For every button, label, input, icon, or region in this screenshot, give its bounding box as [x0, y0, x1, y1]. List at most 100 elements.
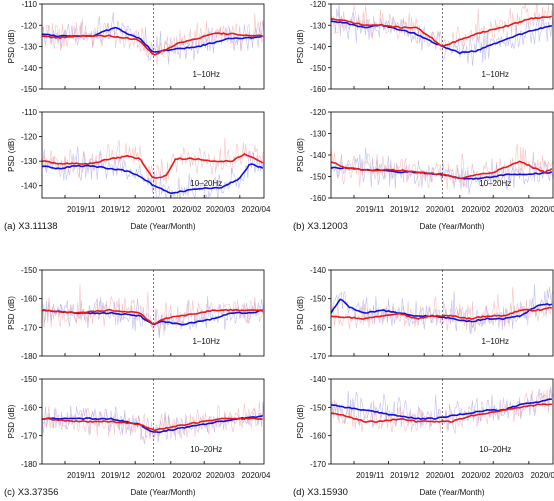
y-tick-label: -160	[310, 432, 327, 441]
y-tick-label: -160	[310, 323, 327, 332]
y-tick-label: -150	[310, 173, 327, 182]
panel-label: (a) X3.11138	[4, 221, 58, 232]
series-line-blue	[42, 163, 264, 195]
y-tick-label: -170	[21, 323, 38, 332]
y-tick-label: -150	[310, 403, 327, 412]
x-tick-label: 2019/12	[390, 471, 419, 480]
x-tick-label: 2019/11	[67, 205, 96, 214]
x-tick-label: 2020/02	[172, 205, 201, 214]
band-label: 10–20Hz	[479, 445, 511, 454]
x-tick-label: 2020/01	[137, 471, 166, 480]
y-axis-title: PSD (dB)	[296, 138, 305, 172]
plot-frame	[330, 269, 554, 357]
subplot-high-band: -180 -170 -160 -150 PSD (dB) 10–20Hz	[7, 375, 265, 469]
y-axis-title: PSD (dB)	[296, 404, 305, 438]
y-tick-label: -180	[21, 352, 38, 361]
chart-panel-1: -150 -140 -130 -120 -110 PSD (dB) 1–10Hz -140 -1…	[4, 0, 271, 232]
x-tick-label: 2020/03	[495, 471, 524, 480]
plot-frame	[41, 378, 265, 465]
noise-trace-blue	[42, 145, 264, 198]
x-axis-title: Date (Year/Month)	[419, 488, 484, 497]
y-tick-label: -150	[21, 85, 38, 94]
y-tick-label: -140	[310, 266, 327, 275]
plot-frame	[330, 378, 554, 465]
series-line-red	[42, 153, 264, 179]
subplot-low-band: -170 -160 -150 -140 PSD (dB) 1–10Hz	[296, 266, 554, 361]
band-label: 10–20Hz	[190, 179, 222, 188]
series-line-red	[42, 308, 263, 325]
series-line-red	[42, 417, 263, 432]
x-tick-label: 2020/01	[137, 205, 166, 214]
noise-trace-red	[331, 4, 553, 51]
x-tick-label: 2019/11	[67, 471, 96, 480]
x-tick-label: 2019/12	[390, 205, 419, 214]
x-tick-label: 2019/12	[101, 205, 130, 214]
x-tick-label: 2020/01	[426, 205, 455, 214]
y-tick-label: -120	[21, 21, 38, 30]
band-label: 1–10Hz	[481, 70, 509, 79]
y-axis-title: PSD (dB)	[296, 29, 305, 63]
y-axis-title: PSD (dB)	[296, 296, 305, 330]
x-tick-label: 2020/03	[206, 205, 235, 214]
band-label: 10–20Hz	[190, 445, 222, 454]
subplot-low-band: -180 -170 -160 -150 PSD (dB) 1–10Hz	[7, 266, 265, 361]
subplot-high-band: -170 -160 -150 -140 PSD (dB) 10–20Hz	[296, 375, 554, 469]
y-tick-label: -130	[310, 130, 327, 139]
noise-trace-blue	[331, 284, 553, 335]
panel-label: (b) X3.12003	[293, 221, 348, 232]
y-tick-label: -150	[21, 266, 38, 275]
noise-trace-blue	[331, 4, 553, 67]
y-tick-label: -160	[310, 85, 327, 94]
y-tick-label: -130	[310, 21, 327, 30]
x-tick-label: 2020/02	[461, 471, 490, 480]
x-axis-title: Date (Year/Month)	[130, 222, 195, 231]
x-tick-label: 2020/04	[241, 471, 270, 480]
noise-trace-red	[331, 389, 553, 434]
series-line-red	[331, 306, 552, 320]
x-axis-title: Date (Year/Month)	[419, 222, 484, 231]
series-line-red	[331, 15, 553, 47]
noise-trace-red	[42, 13, 264, 65]
series-line-blue	[331, 298, 553, 323]
x-tick-label: 2020/04	[530, 205, 554, 214]
y-tick-label: -110	[22, 0, 38, 9]
y-axis-title: PSD (dB)	[7, 404, 16, 438]
x-tick-label: 2020/04	[530, 471, 554, 480]
y-tick-label: -180	[21, 460, 38, 469]
x-tick-label: 2019/11	[356, 205, 385, 214]
y-tick-label: -150	[310, 295, 327, 304]
noise-trace-blue	[331, 147, 553, 195]
noise-trace-red	[331, 143, 553, 190]
y-tick-label: -150	[310, 64, 327, 73]
y-tick-label: -170	[310, 352, 327, 361]
y-axis-title: PSD (dB)	[7, 138, 16, 172]
y-tick-label: -140	[21, 64, 38, 73]
y-tick-label: -120	[310, 108, 327, 117]
band-label: 1–10Hz	[481, 337, 509, 346]
subplot-low-band: -150 -140 -130 -120 -110 PSD (dB) 1–10Hz	[7, 0, 265, 94]
y-tick-label: -130	[21, 157, 38, 166]
x-tick-label: 2019/12	[101, 471, 130, 480]
x-tick-label: 2020/02	[461, 205, 490, 214]
y-tick-label: -170	[310, 460, 327, 469]
x-tick-label: 2020/04	[241, 205, 270, 214]
series-line-red	[331, 160, 553, 180]
y-axis-title: PSD (dB)	[7, 29, 16, 63]
y-axis-title: PSD (dB)	[7, 296, 16, 330]
series-line-blue	[331, 398, 552, 420]
y-tick-label: -170	[21, 432, 38, 441]
plot-frame	[330, 111, 554, 199]
y-tick-label: -140	[21, 182, 38, 191]
x-tick-label: 2020/01	[426, 471, 455, 480]
y-tick-label: -120	[21, 133, 38, 142]
band-label: 1–10Hz	[192, 70, 220, 79]
noise-trace-blue	[42, 296, 264, 339]
subplot-low-band: -160 -150 -140 -130 -120 PSD (dB) 1–10Hz	[296, 0, 554, 94]
y-tick-label: -140	[310, 375, 327, 384]
series-line-blue	[42, 414, 264, 434]
y-tick-label: -150	[21, 375, 38, 384]
x-tick-label: 2020/03	[495, 205, 524, 214]
y-tick-label: -140	[310, 151, 327, 160]
